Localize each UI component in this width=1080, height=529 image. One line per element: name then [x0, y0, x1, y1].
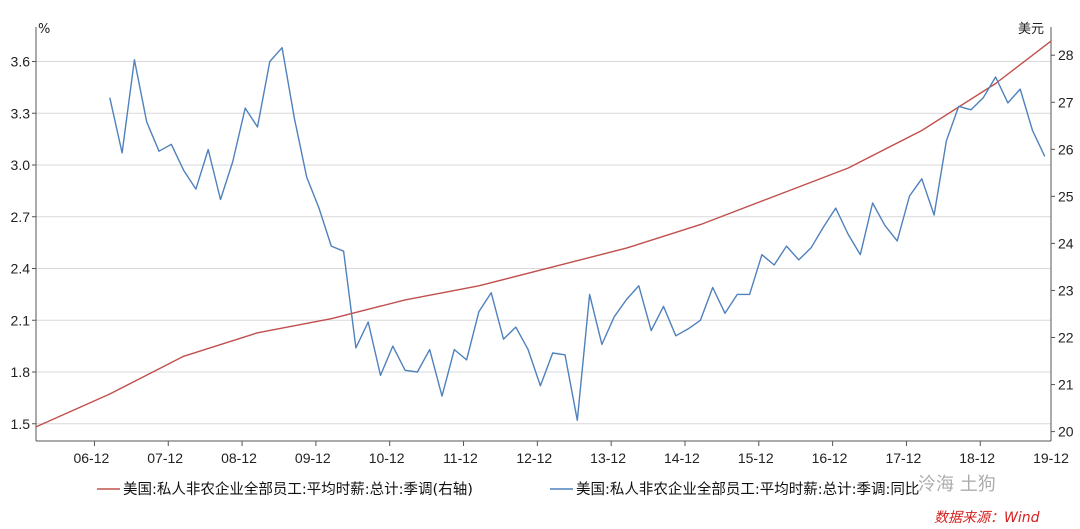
right-tick-label: 20: [1058, 424, 1074, 440]
right-tick-label: 27: [1058, 94, 1074, 110]
series-line-yoy: [109, 47, 1046, 421]
right-tick-label: 22: [1058, 330, 1074, 346]
x-tick-label: 16-12: [812, 450, 848, 466]
x-tick-label: 19-12: [1033, 450, 1069, 466]
right-tick-label: 26: [1058, 141, 1074, 157]
right-axis-unit: 美元: [1018, 22, 1044, 37]
legend-label-wage: 美国:私人非农企业全部员工:平均时薪:总计:季调(右轴): [123, 480, 473, 498]
x-tick-label: 11-12: [443, 450, 478, 466]
left-tick-label: 3.3: [11, 105, 31, 121]
series-line-wage: [35, 40, 1052, 428]
right-axis-ticks: 20 21 22 23 24 25 26 27 28: [1051, 47, 1074, 440]
x-tick-label: 13-12: [590, 450, 626, 466]
series-lines: [35, 40, 1052, 428]
x-tick-label: 17-12: [885, 450, 921, 466]
right-tick-label: 28: [1058, 47, 1074, 63]
right-tick-label: 23: [1058, 282, 1074, 298]
grid-lines: [36, 61, 1051, 425]
right-tick-label: 21: [1058, 377, 1074, 393]
left-tick-label: 2.1: [11, 312, 31, 328]
left-tick-label: 1.8: [11, 364, 31, 380]
left-tick-label: 3.0: [11, 157, 31, 173]
right-tick-label: 24: [1058, 235, 1074, 251]
x-tick-label: 07-12: [147, 450, 183, 466]
x-tick-label: 09-12: [295, 450, 331, 466]
watermark: 泠海 土狗: [918, 474, 996, 495]
source-note: 数据来源：Wind: [934, 510, 1040, 526]
left-axis-unit: %: [38, 22, 50, 37]
left-tick-label: 1.5: [11, 416, 31, 432]
x-tick-label: 14-12: [664, 450, 700, 466]
x-axis-ticks: 06-12 07-12 08-12 09-12 10-12 11-12 12-12 13-12…: [73, 441, 1069, 466]
left-tick-label: 2.4: [11, 261, 31, 277]
legend-label-yoy: 美国:私人非农企业全部员工:平均时薪:总计:季调:同比: [576, 480, 919, 498]
legend: 美国:私人非农企业全部员工:平均时薪:总计:季调(右轴) 美国:私人非农企业全部…: [97, 480, 919, 498]
x-tick-label: 10-12: [369, 450, 405, 466]
x-tick-label: 12-12: [516, 450, 552, 466]
x-tick-label: 15-12: [738, 450, 774, 466]
left-tick-label: 3.6: [11, 54, 31, 70]
left-tick-label: 2.7: [11, 209, 31, 225]
x-tick-label: 06-12: [73, 450, 109, 466]
x-tick-label: 08-12: [221, 450, 257, 466]
left-axis-ticks: 1.5 1.8 2.1 2.4 2.7 3.0 3.3 3.6: [11, 54, 36, 432]
right-tick-label: 25: [1058, 188, 1074, 204]
x-tick-label: 18-12: [959, 450, 995, 466]
